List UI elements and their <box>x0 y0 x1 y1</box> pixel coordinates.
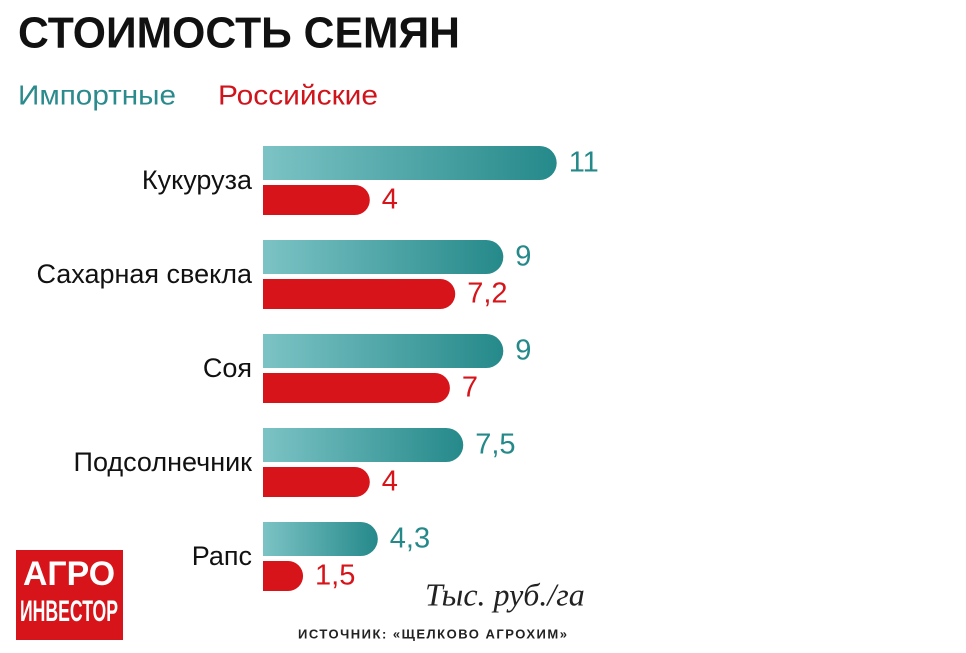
value-label: 4 <box>382 184 398 216</box>
value-label: 7,2 <box>467 278 507 310</box>
bar <box>263 561 304 591</box>
bar <box>263 146 557 180</box>
value-label: 11 <box>569 147 599 179</box>
value-label: 9 <box>515 241 531 273</box>
bar <box>263 467 370 497</box>
bar <box>263 522 378 556</box>
y-tick-label: Кукуруза <box>142 165 253 195</box>
value-label: 7 <box>462 372 478 404</box>
bar <box>263 334 504 368</box>
value-label: 4,3 <box>390 523 430 555</box>
bar <box>263 185 370 215</box>
logo-text: ИНВЕСТОР <box>20 595 118 628</box>
logo-text: АГРО <box>23 555 115 593</box>
chart-title: СТОИМОСТЬ СЕМЯН <box>18 9 460 58</box>
legend-entry: Импортные <box>18 79 176 110</box>
unit-note: Тыс. руб./га <box>425 576 585 612</box>
bar <box>263 428 464 462</box>
y-tick-label: Соя <box>203 353 252 383</box>
value-label: 1,5 <box>315 560 355 592</box>
bar <box>263 373 450 403</box>
source: ИСТОЧНИК: «ЩЕЛКОВО АГРОХИМ» <box>298 626 568 641</box>
bar <box>263 240 504 274</box>
value-label: 7,5 <box>475 429 515 461</box>
logo <box>16 550 123 640</box>
y-tick-label: Рапс <box>192 541 252 571</box>
bar <box>263 279 456 309</box>
value-label: 9 <box>515 335 531 367</box>
y-tick-label: Подсолнечник <box>74 447 253 477</box>
value-label: 4 <box>382 466 398 498</box>
legend-entry: Российские <box>218 79 378 110</box>
y-tick-label: Сахарная свекла <box>36 259 253 289</box>
